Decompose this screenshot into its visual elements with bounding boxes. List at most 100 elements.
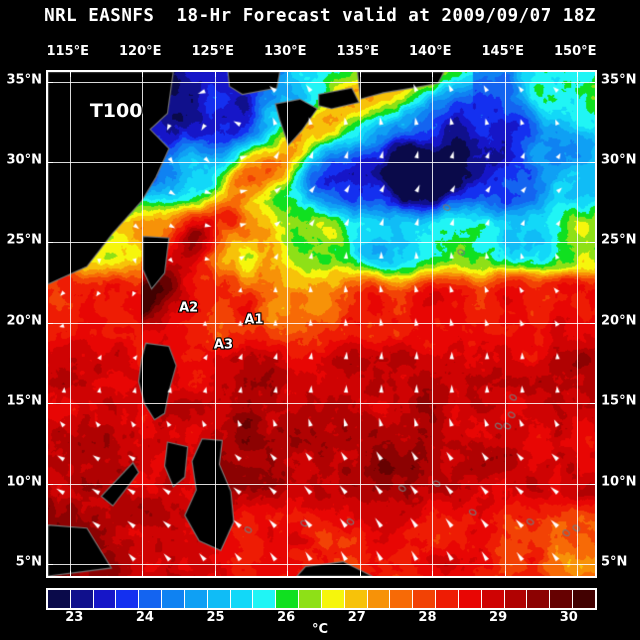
colorbar-unit-label: °C	[311, 622, 329, 637]
colorbar-cell-21	[527, 590, 551, 608]
tick-130	[287, 72, 289, 77]
tick-lat-25	[590, 242, 595, 244]
colorbar-tick-27: 27	[347, 610, 366, 625]
tick-lat-30	[48, 162, 53, 164]
map-annotation-a2: A2	[178, 300, 199, 317]
tick-115	[69, 571, 71, 576]
lon-tick-label-150: 150°E	[553, 44, 597, 59]
colorbar-tick-30: 30	[559, 610, 578, 625]
tick-125	[214, 571, 216, 576]
lon-tick-label-115: 115°E	[46, 44, 90, 59]
tick-lat-35	[590, 81, 595, 83]
lat-tick-label-right-30: 30°N	[601, 152, 637, 168]
tick-lat-10	[590, 483, 595, 485]
lon-tick-label-140: 140°E	[408, 44, 452, 59]
lat-tick-label-left-15: 15°N	[6, 393, 42, 409]
gridline-lon-150	[577, 72, 579, 576]
map-annotation-a3: A3	[213, 337, 234, 354]
lon-tick-label-135: 135°E	[336, 44, 380, 59]
lat-tick-label-left-20: 20°N	[6, 313, 42, 329]
map-plot-area[interactable]: T100 A2 A1 A3	[46, 70, 597, 578]
gridline-lon-130	[287, 72, 289, 576]
lat-tick-label-left-10: 10°N	[6, 474, 42, 490]
lon-tick-label-120: 120°E	[118, 44, 162, 59]
lon-tick-label-130: 130°E	[263, 44, 307, 59]
map-grid-overlay: T100 A2 A1 A3	[48, 72, 595, 576]
gridline-lon-135	[359, 72, 361, 576]
colorbar-tick-23: 23	[65, 610, 84, 625]
colorbar-cell-23	[573, 590, 595, 608]
colorbar-cell-12	[321, 590, 345, 608]
tick-120	[142, 72, 144, 77]
map-annotation-t100: T100	[89, 98, 144, 123]
colorbar-cell-22	[550, 590, 574, 608]
colorbar-cell-20	[504, 590, 528, 608]
lat-tick-label-right-25: 25°N	[601, 232, 637, 248]
tick-lat-30	[590, 162, 595, 164]
tick-lat-5	[590, 563, 595, 565]
gridline-lon-125	[214, 72, 216, 576]
gridline-lat-15	[48, 403, 595, 405]
colorbar-cell-7	[207, 590, 231, 608]
colorbar-cell-9	[253, 590, 277, 608]
tick-115	[69, 72, 71, 77]
tick-130	[287, 571, 289, 576]
colorbar-cell-5	[162, 590, 185, 608]
colorbar-cell-1	[70, 590, 94, 608]
gridline-lon-115	[69, 72, 71, 576]
tick-lat-5	[48, 563, 53, 565]
gridline-lon-145	[504, 72, 506, 576]
colorbar-tick-28: 28	[418, 610, 437, 625]
gridline-lat-5	[48, 563, 595, 565]
tick-125	[214, 72, 216, 77]
tick-lat-20	[590, 322, 595, 324]
colorbar-tick-labels: 23 24 25 26 27 28 29 30	[0, 610, 640, 628]
gridline-lat-25	[48, 242, 595, 244]
tick-140	[432, 571, 434, 576]
colorbar-cell-0	[48, 590, 71, 608]
lat-tick-label-right-35: 35°N	[601, 72, 637, 88]
tick-145	[504, 571, 506, 576]
lat-tick-label-left-25: 25°N	[6, 232, 42, 248]
colorbar-cell-16	[413, 590, 437, 608]
colorbar-cell-10	[276, 590, 300, 608]
tick-lat-35	[48, 81, 53, 83]
gridline-lon-120	[142, 72, 144, 576]
colorbar-tick-24: 24	[135, 610, 154, 625]
sst-colorbar[interactable]	[46, 588, 597, 610]
lat-tick-label-right-5: 5°N	[601, 554, 628, 570]
lon-tick-label-145: 145°E	[481, 44, 525, 59]
tick-lat-25	[48, 242, 53, 244]
colorbar-cell-3	[116, 590, 140, 608]
colorbar-cell-18	[458, 590, 482, 608]
colorbar-cell-19	[481, 590, 505, 608]
gridline-lon-140	[432, 72, 434, 576]
colorbar-cell-6	[184, 590, 208, 608]
colorbar-tick-29: 29	[489, 610, 508, 625]
lat-tick-label-left-30: 30°N	[6, 152, 42, 168]
colorbar-cell-2	[93, 590, 117, 608]
tick-lat-15	[590, 403, 595, 405]
colorbar-cell-14	[367, 590, 391, 608]
lat-tick-label-right-15: 15°N	[601, 393, 637, 409]
lat-tick-label-left-35: 35°N	[6, 72, 42, 88]
page-title: NRL EASNFS 18-Hr Forecast valid at 2009/…	[44, 6, 596, 26]
gridline-lat-20	[48, 322, 595, 324]
tick-lat-20	[48, 322, 53, 324]
lon-tick-label-125: 125°E	[191, 44, 235, 59]
colorbar-tick-26: 26	[277, 610, 296, 625]
colorbar-cell-15	[390, 590, 414, 608]
tick-135	[359, 571, 361, 576]
colorbar-tick-25: 25	[206, 610, 225, 625]
tick-150	[577, 571, 579, 576]
gridline-lat-35	[48, 81, 595, 83]
tick-135	[359, 72, 361, 77]
map-annotation-a1: A1	[243, 311, 264, 328]
sst-heatmap-canvas	[48, 72, 595, 576]
tick-145	[504, 72, 506, 77]
tick-150	[577, 72, 579, 77]
colorbar-cell-13	[344, 590, 368, 608]
lat-tick-label-right-10: 10°N	[601, 474, 637, 490]
lat-tick-label-left-5: 5°N	[15, 554, 42, 570]
